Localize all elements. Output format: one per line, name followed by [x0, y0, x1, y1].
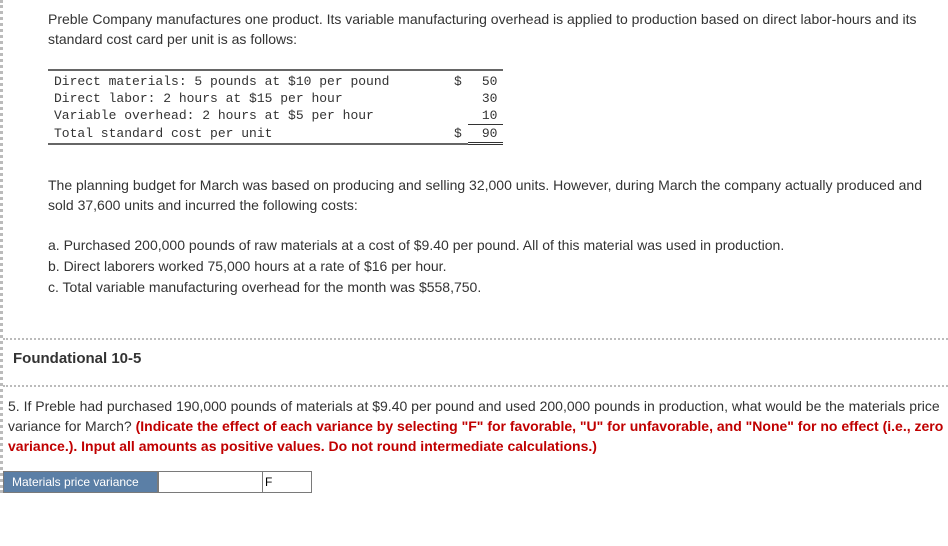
list-item: a. Purchased 200,000 pounds of raw mater…	[48, 235, 928, 256]
standard-cost-card: Direct materials: 5 pounds at $10 per po…	[48, 69, 503, 151]
intro-paragraph: Preble Company manufactures one product.…	[48, 10, 928, 49]
section-title: Foundational 10-5	[3, 350, 948, 367]
variance-amount-input[interactable]	[158, 471, 263, 493]
table-row: Variable overhead: 2 hours at $5 per hou…	[48, 107, 503, 125]
cost-total-amount: 90	[468, 125, 504, 144]
cost-desc: Direct materials: 5 pounds at $10 per po…	[48, 73, 440, 90]
planning-budget-paragraph: The planning budget for March was based …	[48, 176, 928, 215]
cost-currency: $	[440, 125, 468, 144]
question-text: 5. If Preble had purchased 190,000 pound…	[3, 397, 948, 456]
cost-currency: $	[440, 73, 468, 90]
cost-total-desc: Total standard cost per unit	[48, 125, 440, 144]
table-row: Total standard cost per unit $ 90	[48, 125, 503, 144]
divider	[3, 338, 948, 340]
list-item: c. Total variable manufacturing overhead…	[48, 277, 928, 298]
cost-currency	[440, 90, 468, 107]
variance-effect-select[interactable]	[262, 471, 312, 493]
cost-list: a. Purchased 200,000 pounds of raw mater…	[48, 235, 928, 298]
answer-row: Materials price variance	[3, 471, 948, 493]
divider	[3, 385, 948, 387]
cost-currency	[440, 107, 468, 125]
list-item: b. Direct laborers worked 75,000 hours a…	[48, 256, 928, 277]
table-row: Direct materials: 5 pounds at $10 per po…	[48, 73, 503, 90]
table-row: Direct labor: 2 hours at $15 per hour 30	[48, 90, 503, 107]
cost-amount: 10	[468, 107, 504, 125]
cost-amount: 30	[468, 90, 504, 107]
question-instruction: (Indicate the effect of each variance by…	[8, 418, 943, 454]
cost-desc: Direct labor: 2 hours at $15 per hour	[48, 90, 440, 107]
cost-desc: Variable overhead: 2 hours at $5 per hou…	[48, 107, 440, 125]
cost-amount: 50	[468, 73, 504, 90]
answer-label: Materials price variance	[3, 471, 158, 493]
